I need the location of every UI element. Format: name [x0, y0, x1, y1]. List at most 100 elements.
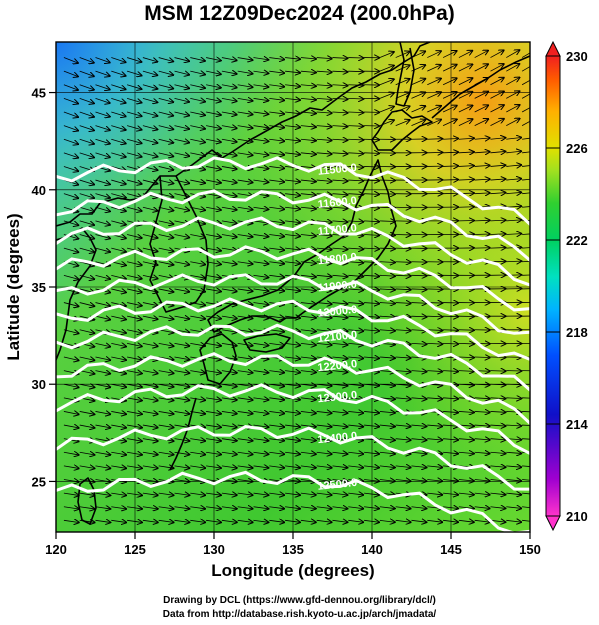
x-tick-label: 150 — [519, 542, 541, 557]
wind-vector — [253, 112, 269, 114]
wind-vector — [237, 330, 253, 332]
wind-vector — [158, 330, 174, 333]
wind-vector — [506, 206, 521, 207]
wind-vector — [127, 289, 142, 292]
wind-vector — [348, 126, 363, 127]
wind-vector — [474, 520, 490, 522]
coast-asia-mainland — [56, 42, 431, 227]
wind-vector — [285, 71, 300, 73]
wind-vector — [348, 425, 363, 427]
wind-vector — [221, 112, 237, 115]
wind-vector — [348, 153, 363, 154]
wind-vector — [63, 98, 78, 103]
wind-vector — [364, 330, 379, 331]
wind-vector — [206, 139, 221, 142]
wind-vector — [442, 65, 457, 72]
wind-vector — [174, 398, 190, 400]
wind-vector — [506, 64, 519, 72]
contour-label: 12200.0 — [317, 358, 358, 374]
wind-vector — [63, 70, 78, 76]
wind-vector — [379, 357, 395, 358]
height-contour — [56, 273, 530, 335]
wind-vector — [142, 411, 158, 414]
wind-vector — [206, 207, 221, 210]
wind-vector — [253, 343, 269, 345]
wind-vector — [158, 70, 173, 75]
wind-vector — [490, 138, 506, 139]
wind-vector — [285, 58, 300, 60]
wind-vector — [253, 303, 269, 305]
wind-vector — [111, 98, 125, 102]
wind-vector — [206, 452, 221, 454]
coast-honshu — [207, 159, 397, 333]
wind-vector — [142, 371, 158, 374]
wind-vector — [79, 330, 95, 333]
wind-vector — [490, 493, 506, 495]
wind-vector — [269, 371, 284, 373]
colorbar-tick-label: 230 — [566, 49, 588, 64]
wind-vector — [95, 275, 111, 279]
wind-vector — [285, 112, 300, 114]
wind-vector — [316, 58, 332, 59]
wind-vector — [158, 411, 174, 414]
wind-vector — [237, 384, 253, 386]
wind-vector — [221, 139, 237, 142]
wind-vector — [427, 371, 442, 372]
wind-vector — [142, 235, 158, 238]
wind-vector — [206, 98, 221, 101]
wind-vector — [237, 126, 253, 128]
wind-vector — [142, 84, 157, 89]
wind-vector — [79, 57, 94, 63]
height-contour — [56, 297, 530, 362]
wind-vector — [443, 507, 458, 509]
wind-vector — [364, 493, 379, 495]
wind-vector — [63, 125, 78, 131]
wind-vector — [379, 316, 395, 317]
wind-vector — [174, 289, 190, 292]
wind-vector — [221, 71, 237, 74]
wind-vector — [506, 165, 521, 166]
wind-vector — [190, 275, 205, 278]
wind-vector — [190, 507, 205, 509]
wind-vector — [285, 180, 300, 182]
wind-vector — [300, 425, 316, 427]
wind-vector — [111, 384, 126, 387]
wind-vector — [253, 85, 269, 87]
wind-vector — [458, 343, 474, 344]
wind-vector — [221, 98, 237, 101]
wind-vector — [458, 166, 474, 167]
wind-vector — [427, 106, 441, 113]
wind-vector — [237, 507, 253, 509]
wind-vector — [79, 193, 94, 198]
wind-vector — [95, 111, 110, 117]
wind-vector — [79, 480, 95, 482]
wind-vector — [332, 275, 348, 276]
wind-vector — [127, 343, 142, 346]
wind-vector — [364, 194, 379, 195]
wind-vector — [427, 343, 442, 344]
wind-vector — [490, 425, 506, 426]
wind-vector — [474, 357, 490, 358]
wind-vector — [521, 118, 530, 126]
wind-vector — [395, 480, 411, 482]
wind-vector — [253, 98, 269, 100]
wind-vector — [95, 493, 111, 495]
wind-vector — [174, 153, 190, 156]
wind-vector — [174, 139, 190, 142]
wind-vector — [174, 507, 190, 509]
wind-vector — [411, 520, 427, 522]
wind-vector — [458, 507, 474, 509]
wind-vector — [379, 52, 394, 58]
wind-vector — [269, 235, 284, 237]
wind-vector — [364, 425, 379, 427]
wind-vector — [158, 357, 174, 360]
wind-vector — [206, 425, 221, 427]
wind-vector — [63, 193, 78, 199]
wind-vector — [411, 106, 426, 113]
wind-vector — [221, 452, 237, 454]
wind-vector — [395, 79, 410, 86]
wind-vector — [269, 330, 284, 332]
contour-label: 12500.0 — [317, 477, 358, 493]
wind-vector — [221, 289, 237, 291]
wind-vector — [237, 139, 253, 141]
